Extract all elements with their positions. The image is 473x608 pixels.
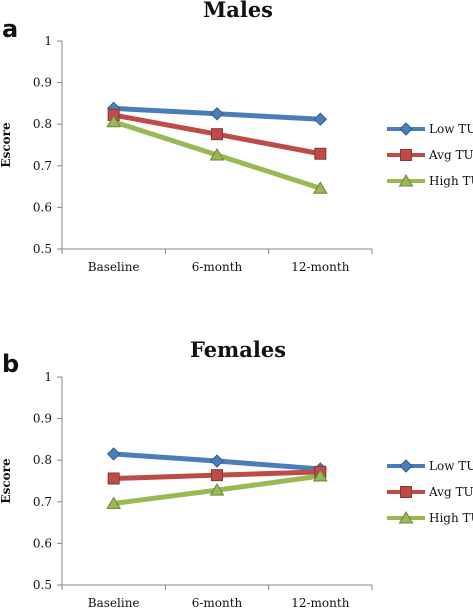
legend-low-tug-point-0 bbox=[399, 122, 413, 136]
x-tick-label: 12-month bbox=[291, 260, 349, 274]
y-tick-label: 0.8 bbox=[33, 453, 52, 467]
legend-label-low-tug: Low TUG bbox=[429, 122, 473, 136]
low-tug-point-2 bbox=[313, 112, 328, 126]
legend-label-high-tug: High TUG bbox=[429, 174, 473, 188]
high-tug-point-0 bbox=[106, 114, 122, 128]
low-tug-point-1 bbox=[210, 454, 224, 468]
avg-tug-point-1 bbox=[211, 469, 223, 482]
avg-tug-point-2 bbox=[314, 147, 327, 160]
plot-area-females: 0.5 0.6 0.7 0.8 0.9 1 Baseline 6-month 12-month bbox=[33, 370, 373, 608]
y-tick-label: 0.6 bbox=[33, 200, 52, 214]
y-axis-label-females: Escore bbox=[0, 458, 13, 504]
legend-avg-tug-point-0 bbox=[400, 149, 412, 161]
y-tick-label: 0.5 bbox=[33, 578, 52, 592]
legend-females: Low TUG Avg TUG High TUG bbox=[387, 459, 473, 525]
y-tick-label: 0.7 bbox=[33, 159, 52, 173]
high-tug-point-2 bbox=[312, 181, 328, 194]
high-tug-point-1 bbox=[209, 148, 225, 161]
y-tick-label: 0.9 bbox=[33, 412, 52, 426]
y-tick-label: 0.8 bbox=[33, 117, 52, 131]
legend-label-avg-tug: Avg TUG bbox=[428, 148, 473, 162]
low-tug-point-1 bbox=[210, 107, 224, 121]
panel-letter-b: b bbox=[2, 350, 19, 378]
y-tick-label: 1 bbox=[44, 370, 52, 384]
avg-tug-point-0 bbox=[107, 472, 120, 485]
legend-label-low-tug: Low TUG bbox=[429, 459, 473, 473]
chart-title-males: Males bbox=[203, 0, 273, 22]
low-tug-point-0 bbox=[106, 447, 121, 461]
x-tick-label: 12-month bbox=[291, 596, 349, 608]
legend-high-tug-point-0 bbox=[398, 174, 414, 187]
legend-avg-tug-point-0 bbox=[400, 486, 412, 498]
x-tick-label: 6-month bbox=[192, 596, 243, 608]
avg-tug-point-1 bbox=[211, 128, 223, 141]
high-tug-point-2 bbox=[312, 469, 328, 482]
high-tug-point-0 bbox=[106, 496, 122, 509]
legend-males: Low TUG Avg TUG High TUG bbox=[387, 122, 473, 188]
legend-low-tug-point-0 bbox=[399, 459, 413, 473]
legend-high-tug-point-0 bbox=[398, 511, 414, 524]
x-tick-label: Baseline bbox=[88, 596, 140, 608]
x-tick-label: 6-month bbox=[192, 260, 243, 274]
y-tick-label: 0.5 bbox=[33, 242, 52, 256]
legend-label-avg-tug: Avg TUG bbox=[428, 485, 473, 499]
chart-females: b Females Escore 0.5 0.6 0.7 0.8 0.9 1 Baselin… bbox=[0, 337, 473, 608]
y-tick-label: 0.9 bbox=[33, 76, 52, 90]
y-tick-label: 0.6 bbox=[33, 536, 52, 550]
chart-title-females: Females bbox=[190, 337, 286, 362]
y-axis-label-males: Escore bbox=[0, 122, 13, 168]
panel-letter-a: a bbox=[2, 15, 18, 43]
legend-label-high-tug: High TUG bbox=[429, 511, 473, 525]
y-tick-label: 1 bbox=[44, 34, 52, 48]
x-tick-label: Baseline bbox=[88, 260, 140, 274]
high-tug-point-1 bbox=[209, 483, 225, 496]
y-tick-label: 0.7 bbox=[33, 495, 52, 509]
plot-area-males: 0.5 0.6 0.7 0.8 0.9 1 Baseline 6-month 12-month bbox=[33, 34, 373, 274]
chart-males: a Males Escore 0.5 0.6 0.7 0.8 0.9 1 Baseline 6… bbox=[0, 0, 473, 274]
